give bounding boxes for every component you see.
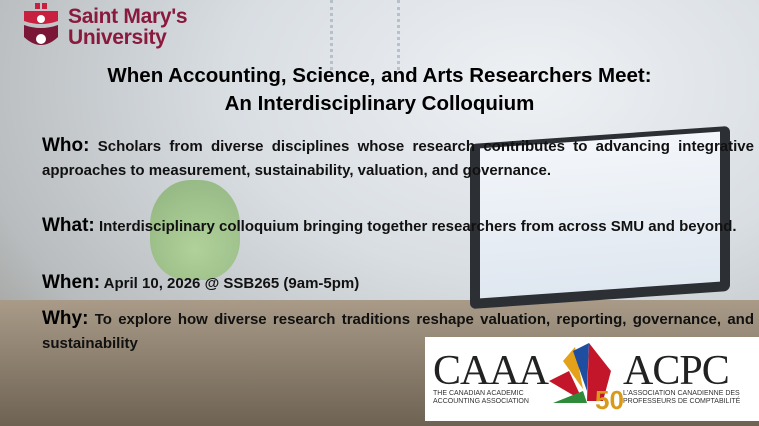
who-text: Scholars from diverse disciplines whose … [42,138,754,179]
flask-graphic [150,180,240,280]
smu-crest-icon [24,3,58,45]
when-section: When: April 10, 2026 @ SSB265 (9am-5pm) [42,271,754,296]
why-section: Why: To explore how diverse research tra… [42,307,754,355]
acpc-acronym: ACPC [623,348,730,394]
acpc-name-2: PROFESSEURS DE COMPTABILITÉ [623,398,741,405]
caaa-name-2: ACCOUNTING ASSOCIATION [433,398,529,405]
caaa-acpc-logo: CAAA THE CANADIAN ACADEMIC ACCOUNTING AS… [425,337,759,421]
why-label: Why: [42,308,89,329]
anniversary-number: 50 [595,385,624,415]
title-line-1: When Accounting, Science, and Arts Resea… [107,64,652,87]
poster-title: When Accounting, Science, and Arts Resea… [0,62,759,118]
what-text: Interdisciplinary colloquium bringing to… [98,218,737,235]
acpc-name-1: L'ASSOCIATION CANADIENNE DES [623,390,740,397]
maple-leaf-emblem: 50 [543,341,624,417]
why-text: To explore how diverse research traditio… [42,311,755,352]
dna-graphic [330,0,400,70]
when-label: When: [42,272,101,293]
when-text: April 10, 2026 @ SSB265 (9am-5pm) [103,275,360,292]
who-label: Who: [42,135,90,156]
caaa-acronym: CAAA [433,348,549,394]
smu-logo: Saint Mary's University [22,3,188,51]
logo-line-2: University [68,26,167,49]
who-section: Who: Scholars from diverse disciplines w… [42,134,754,182]
logo-line-1: Saint Mary's [68,5,188,28]
title-line-2: An Interdisciplinary Colloquium [224,92,535,115]
what-label: What: [42,215,95,236]
maple-leaf-icon [549,343,611,403]
what-section: What: Interdisciplinary colloquium bring… [42,214,754,239]
caaa-name-1: THE CANADIAN ACADEMIC [433,390,524,397]
